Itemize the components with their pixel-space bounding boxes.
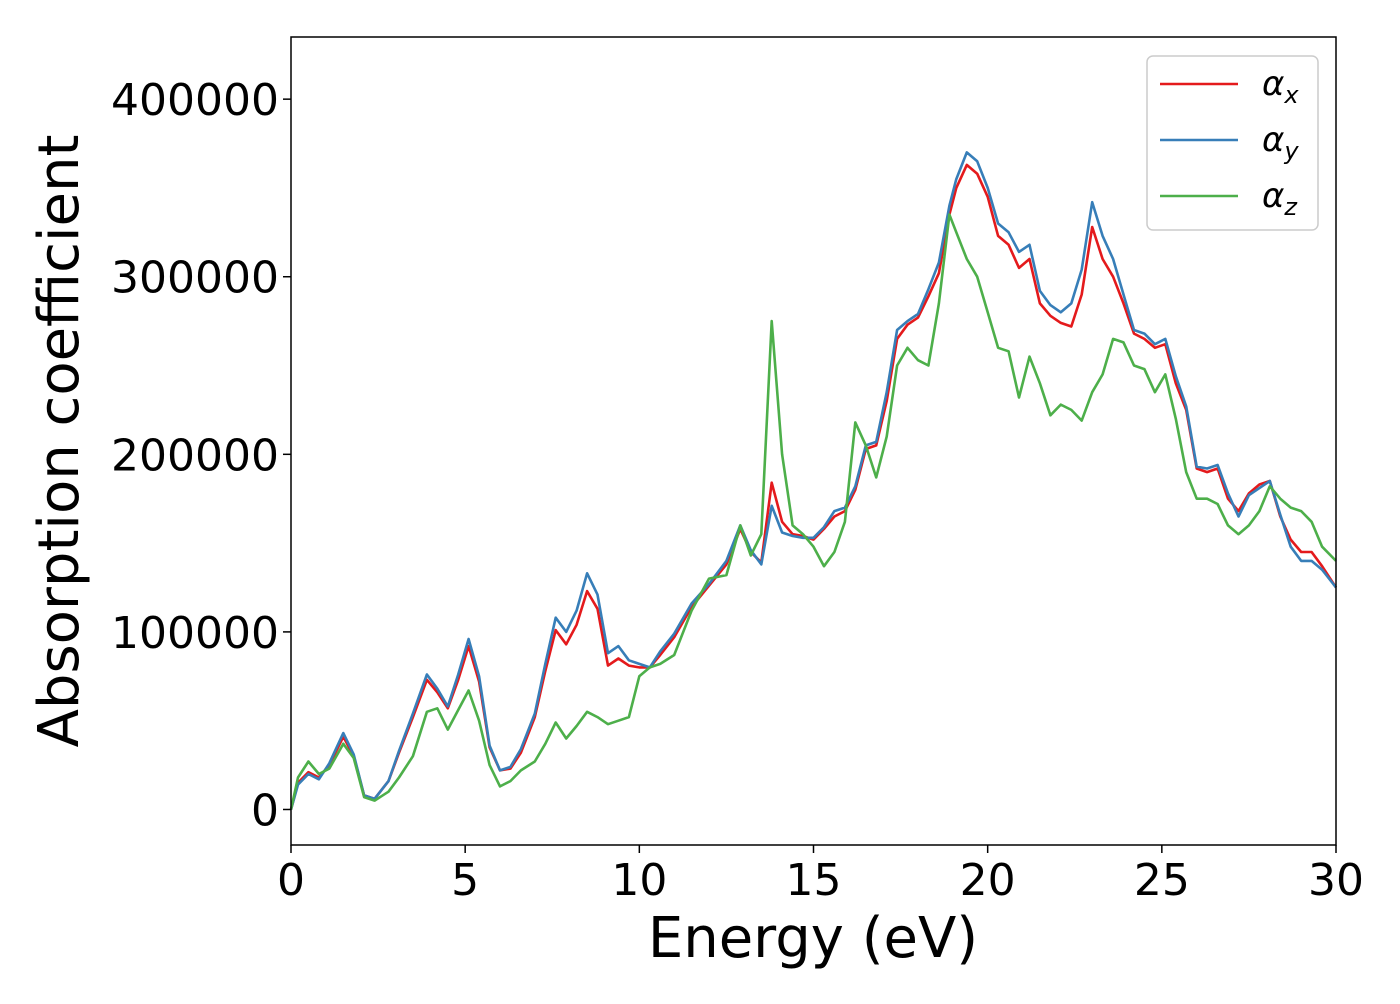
x-tick-label: 0 [277, 855, 305, 906]
legend-box [1146, 55, 1319, 231]
x-tick-label: 30 [1308, 855, 1364, 906]
y-tick-label: 0 [251, 785, 279, 836]
x-tick-label: 5 [451, 855, 479, 906]
series-line-3 [289, 213, 1337, 810]
y-tick-label: 100000 [111, 608, 279, 659]
x-tick-label: 10 [611, 855, 667, 906]
series-line-1 [289, 163, 1338, 810]
y-axis-title: Absorption coefficient [27, 135, 92, 748]
y-tick-label: 400000 [111, 75, 279, 126]
x-axis: 0 5 10 15 20 25 30 [277, 845, 1364, 906]
x-axis-title: Energy (eV) [648, 906, 978, 971]
series-line-2 [289, 151, 1338, 810]
x-tick-label: 25 [1134, 855, 1190, 906]
x-tick-label: 20 [960, 855, 1016, 906]
y-axis: 0 100000 200000 300000 400000 [111, 75, 291, 836]
y-tick-label: 300000 [111, 253, 279, 304]
series-layer [289, 151, 1338, 810]
y-tick-label: 200000 [111, 430, 279, 481]
x-tick-label: 15 [786, 855, 842, 906]
